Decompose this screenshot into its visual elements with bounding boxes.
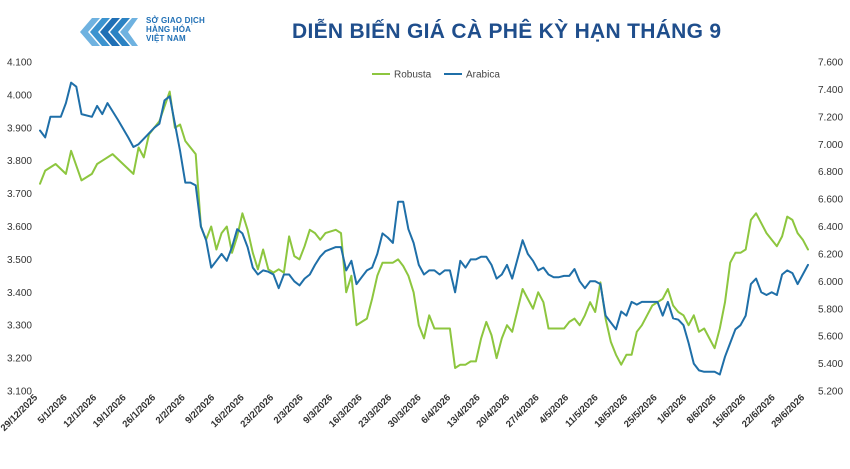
right-tick-label: 6.000	[818, 277, 843, 288]
right-tick-label: 5.400	[818, 359, 843, 370]
series-line-arabica	[39, 81, 809, 376]
left-tick-label: 4.100	[7, 58, 32, 69]
x-axis-dates: 29/12/20255/1/202612/1/202619/1/202626/1…	[0, 392, 807, 434]
left-tick-label: 3.100	[7, 387, 32, 398]
right-tick-label: 7.000	[818, 140, 843, 151]
x-tick-label: 29/12/2025	[0, 392, 41, 434]
left-axis-robusta: 3.100 3.200 3.300 3.400 3.500 3.600 3.700 3.800…	[7, 58, 32, 398]
right-tick-label: 7.200	[818, 112, 843, 123]
left-tick-label: 3.700	[7, 189, 32, 200]
left-tick-label: 3.400	[7, 288, 32, 299]
right-tick-label: 5.600	[818, 332, 843, 343]
series-line-robusta	[39, 90, 809, 369]
right-tick-label: 7.400	[818, 85, 843, 96]
legend-label-arabica: Arabica	[466, 70, 500, 81]
right-tick-label: 5.200	[818, 387, 843, 398]
chart-legend: Robusta Arabica	[372, 70, 500, 81]
left-tick-label: 3.600	[7, 222, 32, 233]
left-tick-label: 4.000	[7, 90, 32, 101]
x-tick-label: 2/2/2026	[154, 392, 188, 426]
x-tick-label: 1/6/2026	[655, 392, 689, 426]
right-tick-label: 6.800	[818, 167, 843, 178]
chart-title: DIỄN BIẾN GIÁ CÀ PHÊ KỲ HẠN THÁNG 9	[292, 20, 722, 43]
exchange-name-line2: HÀNG HÓA	[146, 25, 192, 34]
left-tick-label: 3.500	[7, 255, 32, 266]
exchange-name-line1: SỞ GIAO DỊCH	[146, 16, 206, 25]
x-tick-label: 2/3/2026	[272, 392, 306, 426]
chart-header: SỞ GIAO DỊCH HÀNG HÓA VIỆT NAM DIỄN BIẾN…	[0, 0, 850, 62]
exchange-name-line3: VIỆT NAM	[146, 34, 186, 43]
right-tick-label: 5.800	[818, 304, 843, 315]
left-tick-label: 3.800	[7, 156, 32, 167]
right-tick-label: 6.200	[818, 249, 843, 260]
right-tick-label: 7.600	[818, 58, 843, 69]
exchange-name: SỞ GIAO DỊCH HÀNG HÓA VIỆT NAM	[146, 16, 205, 43]
left-tick-label: 3.200	[7, 354, 32, 365]
left-tick-label: 3.300	[7, 321, 32, 332]
right-tick-label: 6.400	[818, 222, 843, 233]
left-tick-label: 3.900	[7, 123, 32, 134]
series-lines	[39, 81, 809, 376]
right-axis-arabica: 5.200 5.400 5.600 5.800 6.000 6.200 6.400 6.600…	[818, 58, 843, 398]
legend-label-robusta: Robusta	[394, 70, 432, 81]
right-tick-label: 6.600	[818, 195, 843, 206]
exchange-logo-icon	[80, 18, 138, 46]
